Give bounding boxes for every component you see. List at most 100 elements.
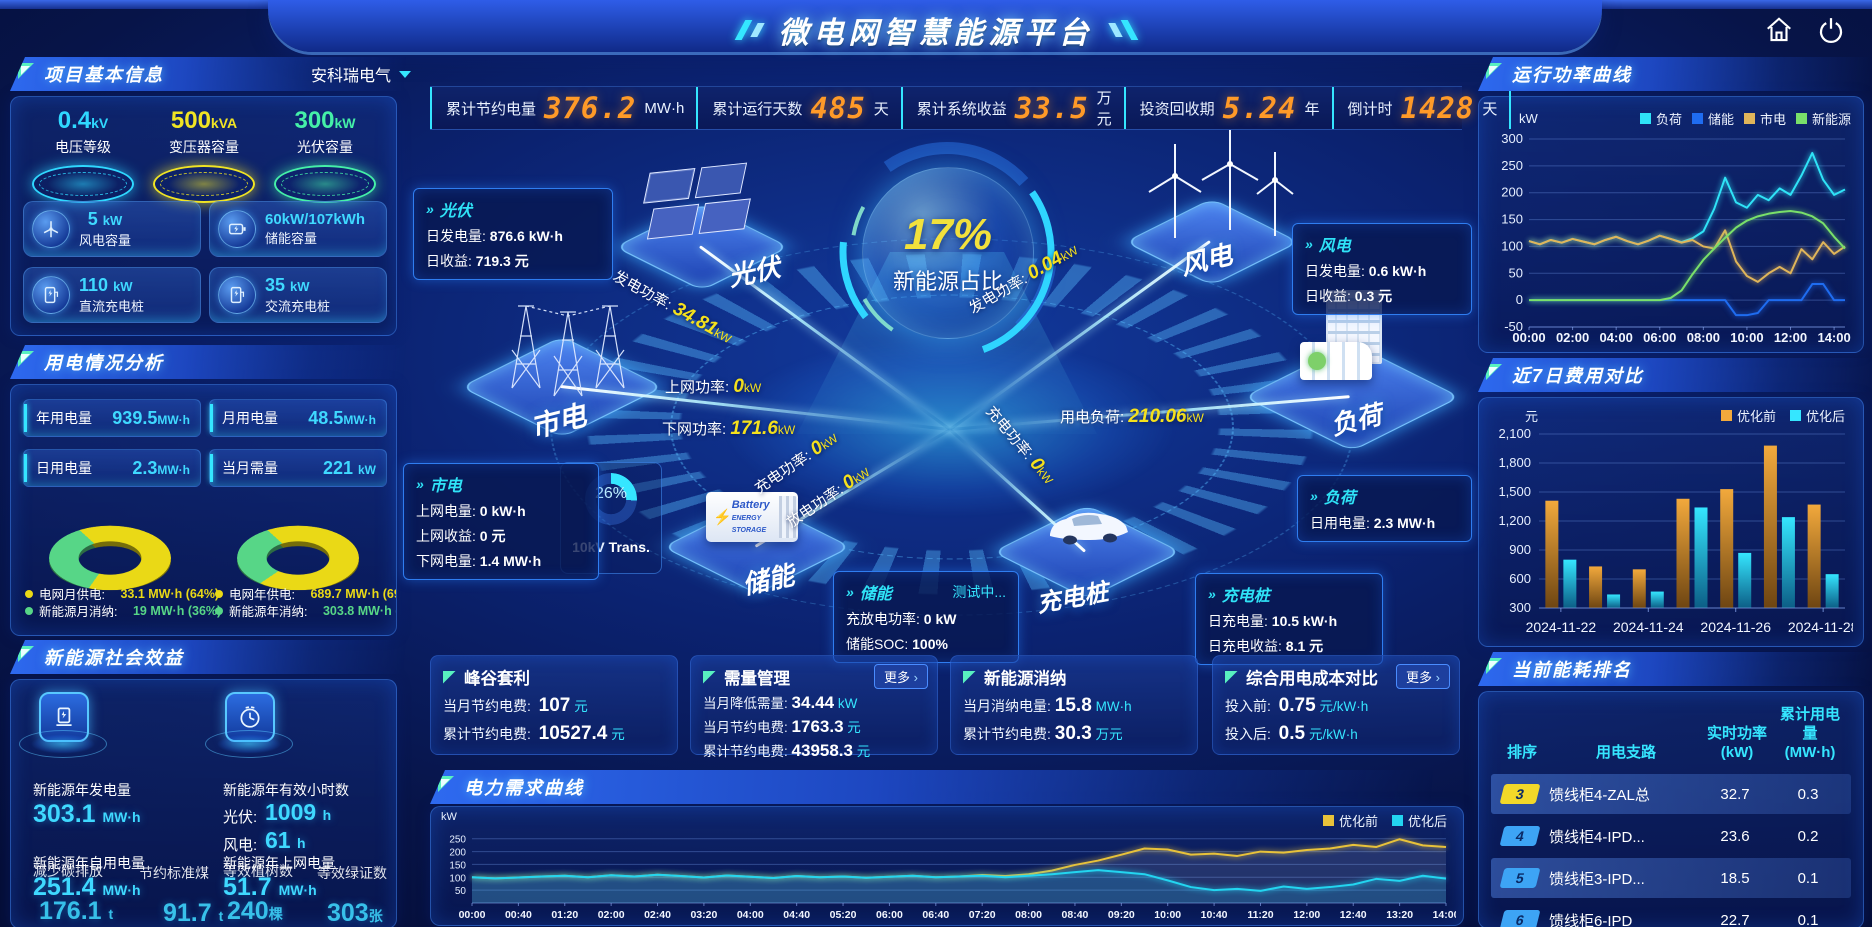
ac-charger-icon	[218, 276, 256, 314]
svg-text:1,800: 1,800	[1498, 455, 1531, 470]
card-ac-charger: 35 kW 交流充电桩	[209, 267, 387, 323]
table-row[interactable]: 3 馈线柜4-ZAL总 32.7 0.3	[1491, 774, 1851, 815]
self-use-value: 251.4 MW·h	[33, 873, 141, 901]
double-chevron-icon: »	[426, 201, 434, 217]
svg-text:1,500: 1,500	[1498, 484, 1531, 499]
svg-text:03:20: 03:20	[690, 909, 717, 921]
corner-accent-icon	[963, 670, 976, 684]
title-decor-right	[1107, 20, 1138, 40]
info-box-grid: » 市电 上网电量: 0 kW·h 上网收益: 0 元 下网电量: 1.4 MW·…	[403, 463, 599, 580]
gen-value: 303.1 MW·h	[33, 800, 141, 828]
svg-text:07:20: 07:20	[969, 909, 996, 921]
info-box-wind: » 风电 日发电量: 0.6 kW·h 日收益: 0.3 元	[1292, 223, 1472, 315]
svg-text:12:00: 12:00	[1293, 909, 1320, 921]
kpi-system-income: 累计系统收益 33.5 万元	[900, 87, 1124, 129]
beacon-pv-capacity: 300kW 光伏容量	[265, 107, 385, 203]
more-button[interactable]: 更多 ›	[874, 664, 928, 689]
kpi-countdown: 倒计时 1428 天	[1331, 87, 1512, 129]
panel-social: 新能源年发电量 303.1 MW·h 新能源年有效小时数 光伏: 1009 h …	[10, 679, 397, 927]
svg-text:2024-11-26: 2024-11-26	[1700, 619, 1771, 635]
panel-title: 近7日费用对比	[1512, 366, 1645, 386]
svg-text:08:00: 08:00	[1687, 330, 1720, 345]
table-row[interactable]: 4 馈线柜4-IPD... 23.6 0.2	[1491, 816, 1851, 856]
cost-compare-chart: 300 600 900 1,200 1,500 1,800 2,100 2024-11-22 2…	[1498, 426, 1853, 635]
table-row[interactable]: 5 馈线柜3-IPD... 18.5 0.1	[1491, 858, 1851, 899]
card-storage-capacity: 60kW/107kWh 储能容量	[209, 201, 387, 257]
svg-text:250: 250	[449, 835, 466, 846]
wind-hours-value: 61 h	[265, 827, 306, 853]
legend-swatch	[1639, 113, 1651, 124]
rank-badge: 4	[1499, 826, 1541, 847]
svg-text:02:00: 02:00	[1556, 330, 1589, 345]
rank-badge: 3	[1499, 784, 1541, 805]
svg-text:10:00: 10:00	[1730, 330, 1763, 345]
legend-dot	[25, 606, 33, 615]
carbon-value: 176.1 t	[39, 897, 114, 925]
wind-turbine-icon	[32, 210, 70, 248]
svg-text:13:20: 13:20	[1386, 909, 1413, 921]
ev-car-icon	[1050, 512, 1128, 545]
panel-ranking-header: 当前能耗排名	[1478, 652, 1872, 686]
power-icon[interactable]	[1816, 15, 1846, 45]
panel-title: 电力需求曲线	[464, 778, 584, 798]
panel-power-curve: kW 负荷 储能 市电 新能源 -50 0 50 100 150 200 250 300 00:…	[1478, 96, 1864, 353]
corner-accent-icon	[703, 670, 716, 684]
double-chevron-icon: »	[1310, 488, 1318, 504]
donut-year-chart	[237, 525, 359, 591]
svg-text:2024-11-24: 2024-11-24	[1613, 619, 1684, 635]
panel-project-info-header: 项目基本信息 安科瑞电气	[10, 57, 429, 91]
panel-cost-compare-header: 近7日费用对比	[1478, 358, 1872, 392]
trees-value: 240棵	[227, 897, 283, 925]
info-box-pv: » 光伏 日发电量: 876.6 kW·h 日收益: 719.3 元	[413, 188, 613, 280]
table-row[interactable]: 6 馈线柜6-IPD 22.7 0.1	[1491, 900, 1851, 927]
y-axis-unit: kW	[441, 811, 457, 823]
certs-label: 等效绿证数	[317, 865, 387, 881]
svg-text:04:00: 04:00	[1600, 330, 1633, 345]
cost-legend: 优化前 优化后	[1720, 406, 1845, 425]
company-select[interactable]: 安科瑞电气	[311, 62, 429, 86]
svg-text:06:40: 06:40	[922, 909, 949, 921]
panel-cost-compare: 元 优化前 优化后 300 600 900 1,200 1,500 1,800 2,100 2…	[1478, 397, 1864, 647]
legend-swatch	[1322, 815, 1334, 826]
flow-draw: 下网功率: 171.6kW	[662, 418, 796, 439]
svg-text:02:40: 02:40	[644, 909, 671, 921]
svg-text:2,100: 2,100	[1498, 426, 1531, 441]
svg-text:2024-11-28: 2024-11-28	[1788, 619, 1853, 635]
pv-hours-label: 光伏:	[223, 809, 258, 826]
kpi-payback-period: 投资回收期 5.24 年	[1123, 87, 1332, 129]
svg-text:0: 0	[1516, 292, 1523, 307]
corner-accent-icon	[1486, 364, 1502, 380]
svg-text:00:40: 00:40	[505, 909, 532, 921]
double-chevron-icon: »	[846, 584, 854, 600]
renewable-share-value: 17%	[903, 210, 993, 259]
svg-text:250: 250	[1501, 158, 1523, 173]
more-button[interactable]: 更多 ›	[1396, 664, 1450, 689]
renewable-share-label: 新能源占比	[892, 269, 1003, 294]
kpi-saved-energy: 累计节约电量 376.2 MW·h	[430, 87, 696, 129]
panel-usage: 年用电量 939.5MW·h 月用电量 48.5MW·h 日用电量 2.3MW·h 当…	[10, 384, 397, 636]
beacon-ring-icon	[32, 165, 134, 203]
stat-month-usage: 月用电量 48.5MW·h	[209, 399, 387, 437]
svg-text:-50: -50	[1504, 319, 1523, 334]
title-decor-left	[734, 20, 765, 40]
svg-text:200: 200	[1501, 185, 1523, 200]
svg-text:14:00: 14:00	[1433, 909, 1456, 921]
panel-social-header: 新能源社会效益	[10, 640, 429, 674]
rank-badge: 6	[1499, 910, 1541, 927]
card-renewable-consumption: 新能源消纳 当月消纳电量: 15.8 MW·h 累计节约电费: 30.3 万元	[950, 655, 1198, 755]
certs-value: 303张	[327, 899, 383, 927]
legend-swatch	[1720, 410, 1732, 421]
card-dc-charger: 110 kW 直流充电桩	[23, 267, 201, 323]
panel-title: 新能源社会效益	[44, 648, 184, 668]
y-axis-unit: 元	[1525, 409, 1539, 424]
ranking-header-row: 排序 用电支路 实时功率 (kW) 累计用电量 (MW·h)	[1506, 706, 1840, 762]
power-tower-icon	[511, 305, 625, 397]
wind-turbines-icon	[1148, 130, 1294, 238]
home-icon[interactable]	[1764, 15, 1794, 45]
page-title: 微电网智慧能源平台	[778, 17, 1094, 50]
panel-demand-curve: kW 优化前 优化后 50 100 150 200 250 00:00 00:40 01:20…	[430, 806, 1464, 926]
panel-usage-header: 用电情况分析	[10, 345, 429, 379]
y-axis-unit: kW	[1519, 111, 1538, 126]
hours-label: 新能源年有效小时数	[223, 782, 349, 798]
legend-swatch	[1691, 113, 1703, 124]
